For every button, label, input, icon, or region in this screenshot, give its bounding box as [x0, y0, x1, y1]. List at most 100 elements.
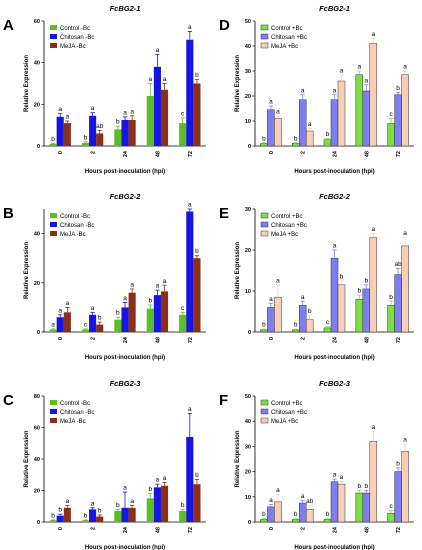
significance-letter: b: [148, 486, 152, 493]
bar: [193, 258, 201, 332]
bar: [362, 492, 371, 523]
panel-title: FcBG2-3: [319, 379, 351, 388]
x-tick-label: 0: [58, 337, 64, 340]
bar: [305, 130, 314, 147]
x-tick-label: 24: [333, 526, 339, 533]
legend-swatch: [260, 212, 269, 219]
significance-letter: a: [276, 109, 280, 116]
y-tick-label: 60: [34, 426, 40, 432]
legend-label: MeJA +Bc: [271, 44, 298, 50]
y-tick-label: 40: [34, 232, 40, 238]
significance-letter: a: [276, 487, 280, 494]
significance-letter: a: [130, 498, 134, 505]
significance-letter: a: [357, 64, 361, 71]
bar: [193, 484, 201, 522]
significance-letter: a: [156, 47, 160, 54]
bar: [337, 483, 346, 523]
significance-letter: b: [195, 72, 199, 79]
bar: [89, 314, 97, 332]
panel-letter: C: [3, 392, 14, 409]
x-tick-label: 0: [269, 527, 275, 530]
bar: [274, 296, 282, 333]
bar: [369, 441, 378, 523]
bar: [401, 451, 409, 523]
bar: [394, 274, 402, 333]
bar: [323, 327, 332, 333]
significance-letter: b: [326, 131, 330, 138]
significance-letter: b: [396, 85, 400, 92]
bar: [160, 291, 169, 332]
x-tick-label: 24: [123, 150, 129, 157]
legend-label: Chitosan +Bc: [271, 35, 307, 41]
x-tick-label: 72: [396, 527, 402, 533]
significance-letter: b: [195, 472, 199, 479]
bar: [186, 436, 194, 522]
significance-letter: b: [148, 297, 152, 304]
bar: [387, 305, 395, 333]
y-tick-label: 40: [245, 44, 251, 50]
bar: [330, 99, 339, 147]
significance-letter: a: [188, 406, 192, 413]
bar: [121, 307, 129, 332]
bar: [369, 43, 378, 147]
significance-letter: b: [262, 322, 266, 329]
x-tick-label: 2: [91, 337, 97, 340]
bar: [298, 502, 307, 523]
bar: [369, 237, 378, 333]
bar: [305, 319, 314, 333]
bar: [260, 519, 268, 523]
bar: [260, 143, 268, 147]
legend-swatch: [50, 231, 57, 236]
legend-label: MeJA +Bc: [271, 419, 298, 425]
x-tick-label: 48: [155, 527, 161, 533]
significance-letter: b: [396, 460, 400, 467]
y-tick-label: 20: [245, 470, 251, 476]
y-tick-label: 0: [248, 144, 251, 150]
bar: [267, 109, 275, 147]
y-tick-label: 0: [248, 520, 251, 526]
significance-letter: a: [148, 76, 152, 83]
significance-letter: a: [188, 202, 192, 209]
panel-letter: E: [219, 205, 229, 222]
y-tick-label: 50: [245, 394, 251, 400]
bar: [89, 509, 97, 522]
significance-letter: b: [51, 136, 55, 143]
bar: [394, 471, 402, 523]
bar: [362, 90, 371, 147]
bar: [267, 307, 275, 333]
x-axis-label: Hours post-inoculation (hpi): [85, 545, 165, 550]
significance-letter: b: [116, 310, 120, 317]
bar: [160, 89, 169, 146]
significance-letter: c: [389, 503, 393, 510]
bar: [186, 211, 194, 332]
bar: [153, 66, 161, 146]
bar: [63, 123, 71, 146]
panel-title: FcBG2-2: [110, 192, 142, 201]
significance-letter: b: [326, 511, 330, 518]
legend-swatch: [50, 418, 57, 423]
significance-letter: a: [163, 278, 167, 285]
panel-title: FcBG2-2: [319, 192, 351, 201]
y-axis-label: Relative Expression: [235, 55, 241, 112]
x-tick-label: 72: [188, 337, 194, 343]
significance-letter: a: [371, 31, 375, 38]
significance-letter: c: [84, 321, 88, 328]
significance-letter: a: [123, 485, 127, 492]
significance-letter: b: [84, 134, 88, 141]
bar: [387, 512, 395, 523]
significance-letter: b: [195, 248, 199, 255]
significance-letter: a: [91, 305, 95, 312]
legend-label: Control +Bc: [271, 401, 303, 407]
x-tick-label: 24: [333, 150, 339, 157]
bar: [114, 510, 122, 522]
significance-letter: b: [181, 502, 185, 509]
legend-swatch: [260, 230, 269, 237]
x-tick-label: 0: [269, 151, 275, 154]
x-tick-label: 48: [364, 527, 370, 533]
legend-swatch: [50, 400, 57, 405]
significance-letter: a: [123, 109, 127, 116]
significance-letter: a: [371, 424, 375, 431]
